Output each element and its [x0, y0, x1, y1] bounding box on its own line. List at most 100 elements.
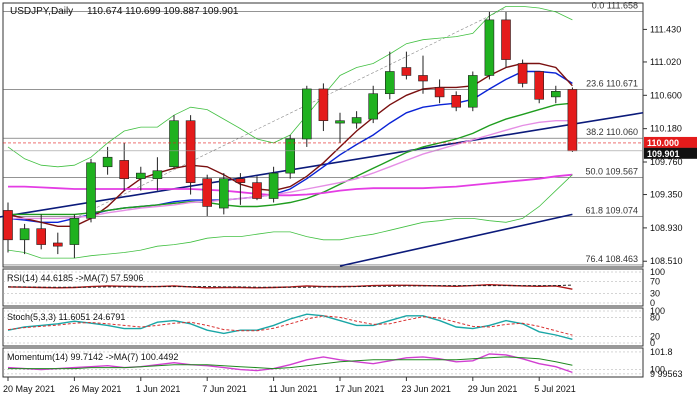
candle-body	[136, 172, 146, 179]
y-tick-label: 109.350	[650, 190, 683, 200]
candle-body	[36, 228, 47, 245]
stoch-layer	[3, 310, 643, 344]
series-sma_magenta	[8, 173, 573, 197]
rsi-panel-frame	[2, 268, 644, 307]
candle-body	[368, 93, 379, 120]
candle-body	[52, 242, 63, 247]
candle-body	[3, 210, 13, 241]
channel-line	[74, 7, 507, 219]
candle-body	[102, 156, 113, 168]
y-tick-label: 108.510	[650, 256, 683, 266]
series-sma_mid	[7, 62, 573, 227]
panel-tick-label: 100	[650, 267, 665, 277]
candle-body	[19, 228, 30, 241]
x-tick-label: 20 May 2021	[3, 384, 55, 394]
candle-body	[235, 178, 246, 183]
candle-body	[418, 75, 428, 82]
fib-label: 23.6 110.671	[586, 79, 638, 89]
candle-body	[384, 71, 395, 95]
x-tick-label: 11 Jun 2021	[269, 384, 318, 394]
candle-body	[285, 138, 296, 174]
series-line	[7, 313, 573, 340]
series-sma_pink	[8, 120, 573, 220]
x-tick-label: 5 Jul 2021	[534, 384, 576, 394]
series-bb_lower	[7, 174, 573, 259]
panel-tick-label: 9 99563	[650, 369, 683, 379]
y-tick-label: 111.430	[650, 24, 681, 34]
main-panel-frame	[2, 2, 644, 268]
fib-label: 38.2 110.060	[586, 127, 638, 137]
candle-body	[550, 91, 561, 98]
y-tick-label: 110.600	[650, 90, 682, 100]
x-tick-label: 26 May 2021	[69, 384, 121, 394]
trendline	[0, 111, 644, 218]
candle-body	[318, 88, 329, 122]
x-tick-label: 1 Jun 2021	[136, 384, 181, 394]
candle-body	[335, 120, 345, 124]
candle-body	[301, 88, 312, 140]
series-line	[7, 315, 573, 336]
candle-body	[252, 182, 262, 199]
rsi-layer	[3, 271, 643, 304]
panel-tick-label: 20	[650, 332, 660, 342]
momentum-layer	[3, 351, 643, 375]
rsi-title: RSI(14) 44.6185 ->MA(7) 57.5906	[7, 273, 143, 283]
series-line	[8, 356, 573, 370]
series-sma_slow	[8, 102, 573, 216]
candle-body	[501, 19, 511, 60]
candle-body	[517, 63, 528, 84]
panel-tick-label: 100	[650, 365, 665, 375]
last-badge-label: 109.901	[647, 149, 680, 159]
series-line	[8, 284, 573, 288]
candle-body	[119, 160, 129, 179]
candle-body	[86, 162, 96, 219]
panel-tick-label: 80	[650, 312, 660, 322]
x-tick-label: 7 Jun 2021	[202, 384, 247, 394]
symbol-header: USDJPY,Daily	[10, 6, 73, 17]
x-tick-label: 23 Jun 2021	[401, 384, 451, 394]
x-tick-label: 29 Jun 2021	[468, 384, 518, 394]
bid-badge	[644, 136, 697, 148]
x-tick-label: 17 Jun 2021	[335, 384, 385, 394]
stoch-panel-frame	[2, 307, 644, 347]
candle-body	[185, 120, 196, 183]
candle-body	[69, 218, 80, 245]
panel-tick-label: 0	[650, 338, 655, 348]
candle-body	[219, 178, 229, 209]
y-tick-label: 111.020	[650, 57, 681, 67]
lower-trendline	[339, 213, 573, 267]
last-badge	[644, 147, 697, 159]
stoch-title: Stoch(5,3,3) 11.6051 24.6791	[7, 312, 125, 322]
axis-layer: 111.430 111.020 110.600 110.180 109.760 109.3…	[3, 24, 697, 394]
candle-body	[351, 117, 362, 124]
fib-label: 61.8 109.074	[585, 205, 638, 215]
candle-body	[268, 172, 279, 199]
candle-body	[534, 71, 545, 100]
candle-body	[401, 67, 412, 76]
panel-tick-label: 30	[650, 289, 660, 299]
candle-body	[451, 95, 462, 108]
fib-label: 0.0 111.658	[592, 0, 638, 10]
panel-tick-label: 101.8	[650, 347, 673, 357]
bid-badge-label: 110.000	[647, 138, 679, 148]
candle-body	[152, 170, 163, 179]
ohlc-header: 110.674 110.699 109.887 109.901	[87, 6, 239, 17]
candle-body	[484, 19, 495, 76]
candle-body	[434, 87, 445, 98]
y-tick-label: 110.180	[650, 124, 682, 134]
candle-body	[202, 178, 212, 207]
fib-label: 50.0 109.567	[585, 166, 638, 176]
panel-tick-label: 70	[650, 276, 660, 286]
panel-tick-label: 0	[650, 298, 655, 308]
candle-body	[467, 75, 478, 108]
y-tick-label: 108.930	[650, 223, 683, 233]
panel-tick-label: 100	[650, 306, 665, 316]
fib-label: 76.4 108.463	[585, 254, 638, 264]
main-chart-layer: 0.0 111.658 23.6 110.671 38.2 110.060 50.0 …	[0, 0, 644, 267]
candle-body	[567, 89, 578, 152]
candle-body	[169, 120, 179, 168]
y-tick-label: 109.760	[650, 157, 683, 167]
momentum-title: Momentum(14) 99.7142 ->MA(7) 100.4492	[7, 352, 178, 362]
